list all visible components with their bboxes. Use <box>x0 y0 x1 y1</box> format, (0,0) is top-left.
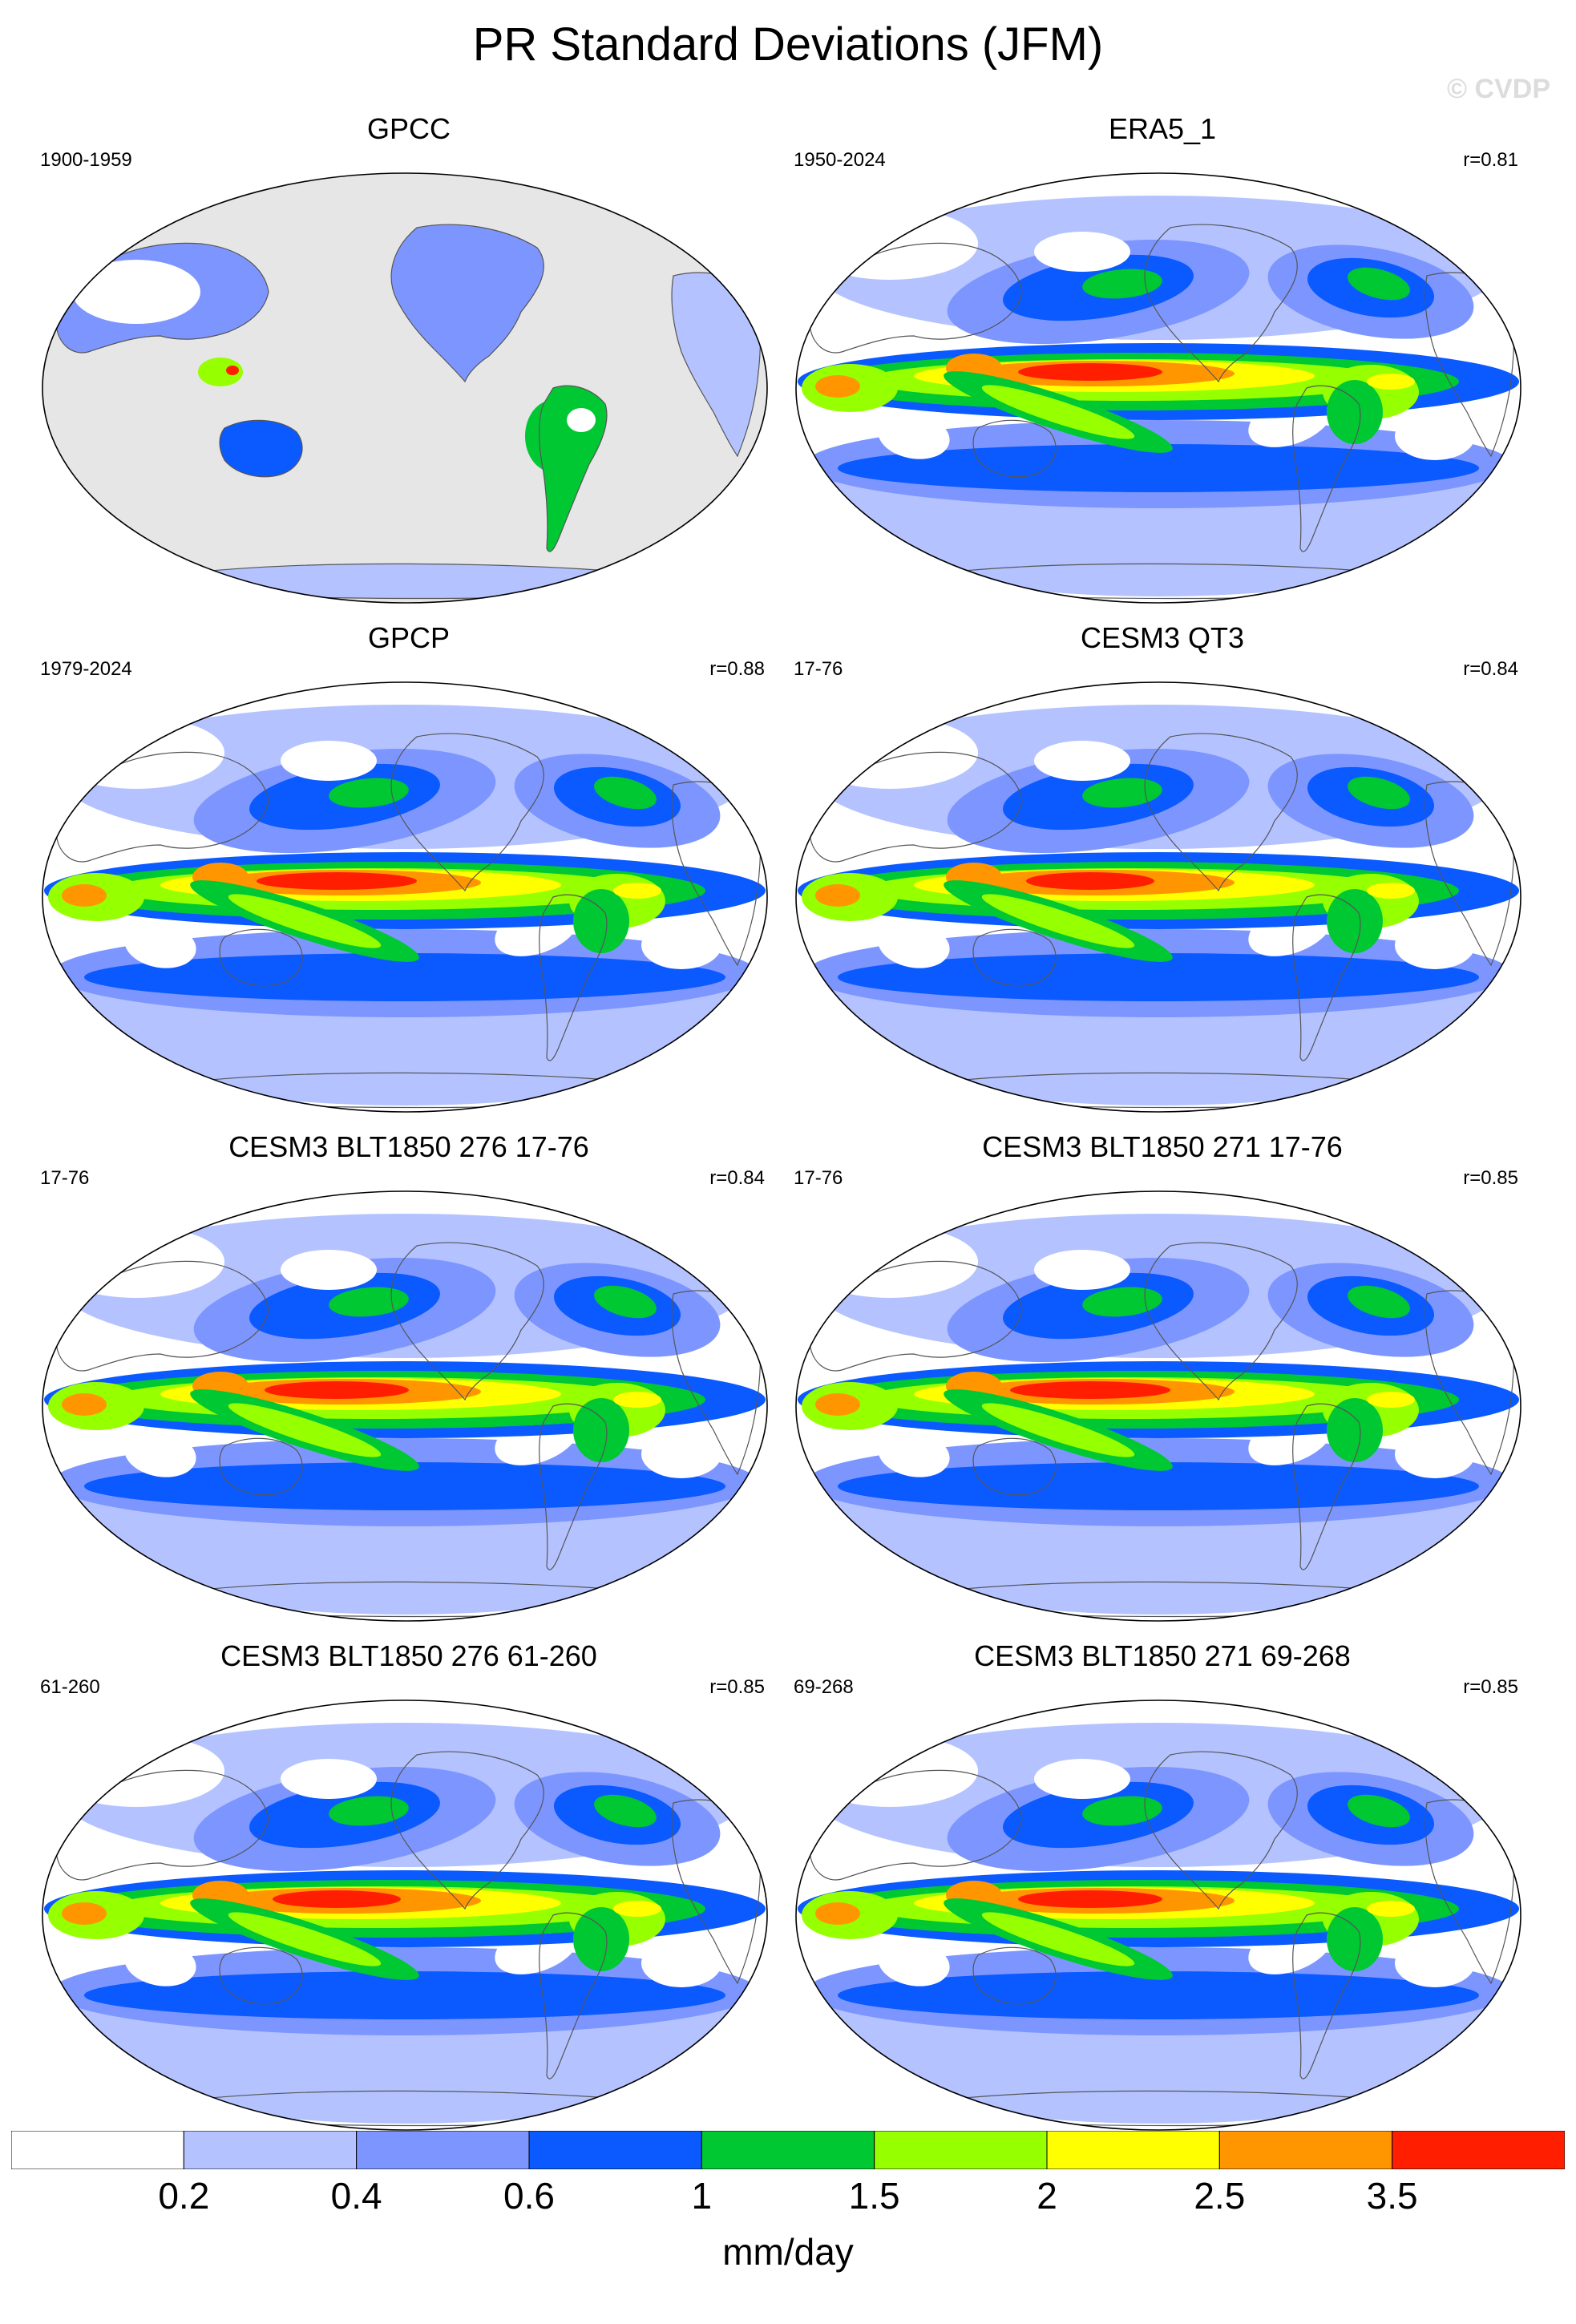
projected-map <box>42 1700 768 2131</box>
projected-map <box>42 1190 768 1622</box>
panel-title: ERA5_1 <box>1108 112 1217 145</box>
panel-title: CESM3 BLT1850 271 69-268 <box>974 1639 1351 1672</box>
panel-correlation: r=0.81 <box>1463 149 1518 171</box>
colorbar-tick-label: 1.5 <box>848 2175 900 2217</box>
map-outline <box>795 172 1521 604</box>
colorbar-tick-label: 0.6 <box>503 2175 555 2217</box>
colorbar-segment <box>1392 2131 1565 2169</box>
colorbar-tick-label: 0.2 <box>158 2175 210 2217</box>
projected-map <box>795 681 1521 1113</box>
colorbar-segment <box>1046 2131 1220 2169</box>
panel-period: 1979-2024 <box>40 658 132 680</box>
projected-map <box>795 1190 1521 1622</box>
map-panel: GPCC 1900-1959 <box>40 112 778 604</box>
colorbar <box>11 2131 1565 2169</box>
colorbar-segment <box>11 2131 184 2169</box>
map-outline <box>42 681 768 1113</box>
map-panel: CESM3 BLT1850 271 17-76 17-76 r=0.85 <box>794 1130 1531 1622</box>
map-panel: ERA5_1 1950-2024 r=0.81 <box>794 112 1531 604</box>
panel-title: GPCC <box>366 112 451 145</box>
panel-title: CESM3 QT3 <box>1080 621 1245 654</box>
map-outline <box>795 681 1521 1113</box>
colorbar-segment <box>874 2131 1048 2169</box>
projected-map <box>42 681 768 1113</box>
panel-title: CESM3 BLT1850 271 17-76 <box>982 1130 1343 1163</box>
colorbar-tick-label: 1 <box>691 2175 713 2217</box>
colorbar-tick-label: 0.4 <box>330 2175 382 2217</box>
colorbar-segment <box>1218 2131 1393 2169</box>
map-panel: GPCP 1979-2024 r=0.88 <box>40 621 778 1113</box>
panel-period: 1950-2024 <box>794 149 886 171</box>
panel-correlation: r=0.85 <box>1463 1167 1518 1189</box>
panel-period: 17-76 <box>794 1167 843 1189</box>
map-panel: CESM3 BLT1850 271 69-268 69-268 r=0.85 <box>794 1639 1531 2131</box>
panel-title: GPCP <box>367 621 451 654</box>
map-panel: CESM3 BLT1850 276 17-76 17-76 r=0.84 <box>40 1130 778 1622</box>
panel-correlation: r=0.88 <box>709 658 765 680</box>
projected-map <box>795 1700 1521 2131</box>
map-outline <box>795 1700 1521 2131</box>
map-outline <box>795 1190 1521 1622</box>
map-outline <box>42 1190 768 1622</box>
map-outline <box>42 172 768 604</box>
colorbar-segment <box>183 2131 358 2169</box>
colorbar-tick-label: 3.5 <box>1366 2175 1418 2217</box>
panel-title: CESM3 BLT1850 276 61-260 <box>220 1639 597 1672</box>
panel-period: 61-260 <box>40 1676 100 1698</box>
panel-period: 1900-1959 <box>40 149 132 171</box>
colorbar-tick-label: 2.5 <box>1194 2175 1246 2217</box>
colorbar-segment <box>701 2131 875 2169</box>
panel-correlation: r=0.85 <box>709 1676 765 1698</box>
map-panel: CESM3 BLT1850 276 61-260 61-260 r=0.85 <box>40 1639 778 2131</box>
projected-map <box>42 172 768 604</box>
panel-correlation: r=0.85 <box>1463 1676 1518 1698</box>
colorbar-segment <box>528 2131 702 2169</box>
projected-map <box>795 172 1521 604</box>
panel-correlation: r=0.84 <box>709 1167 765 1189</box>
panel-title: CESM3 BLT1850 276 17-76 <box>228 1130 589 1163</box>
panel-period: 17-76 <box>40 1167 90 1189</box>
panel-period: 17-76 <box>794 658 843 680</box>
panel-period: 69-268 <box>794 1676 854 1698</box>
colorbar-units: mm/day <box>722 2231 854 2273</box>
panel-correlation: r=0.84 <box>1463 658 1518 680</box>
figure-title: PR Standard Deviations (JFM) <box>472 18 1104 71</box>
map-outline <box>42 1700 768 2131</box>
colorbar-tick-label: 2 <box>1037 2175 1057 2217</box>
colorbar-segment <box>356 2131 530 2169</box>
watermark: © CVDP <box>1447 74 1550 104</box>
map-panel: CESM3 QT3 17-76 r=0.84 <box>794 621 1531 1113</box>
